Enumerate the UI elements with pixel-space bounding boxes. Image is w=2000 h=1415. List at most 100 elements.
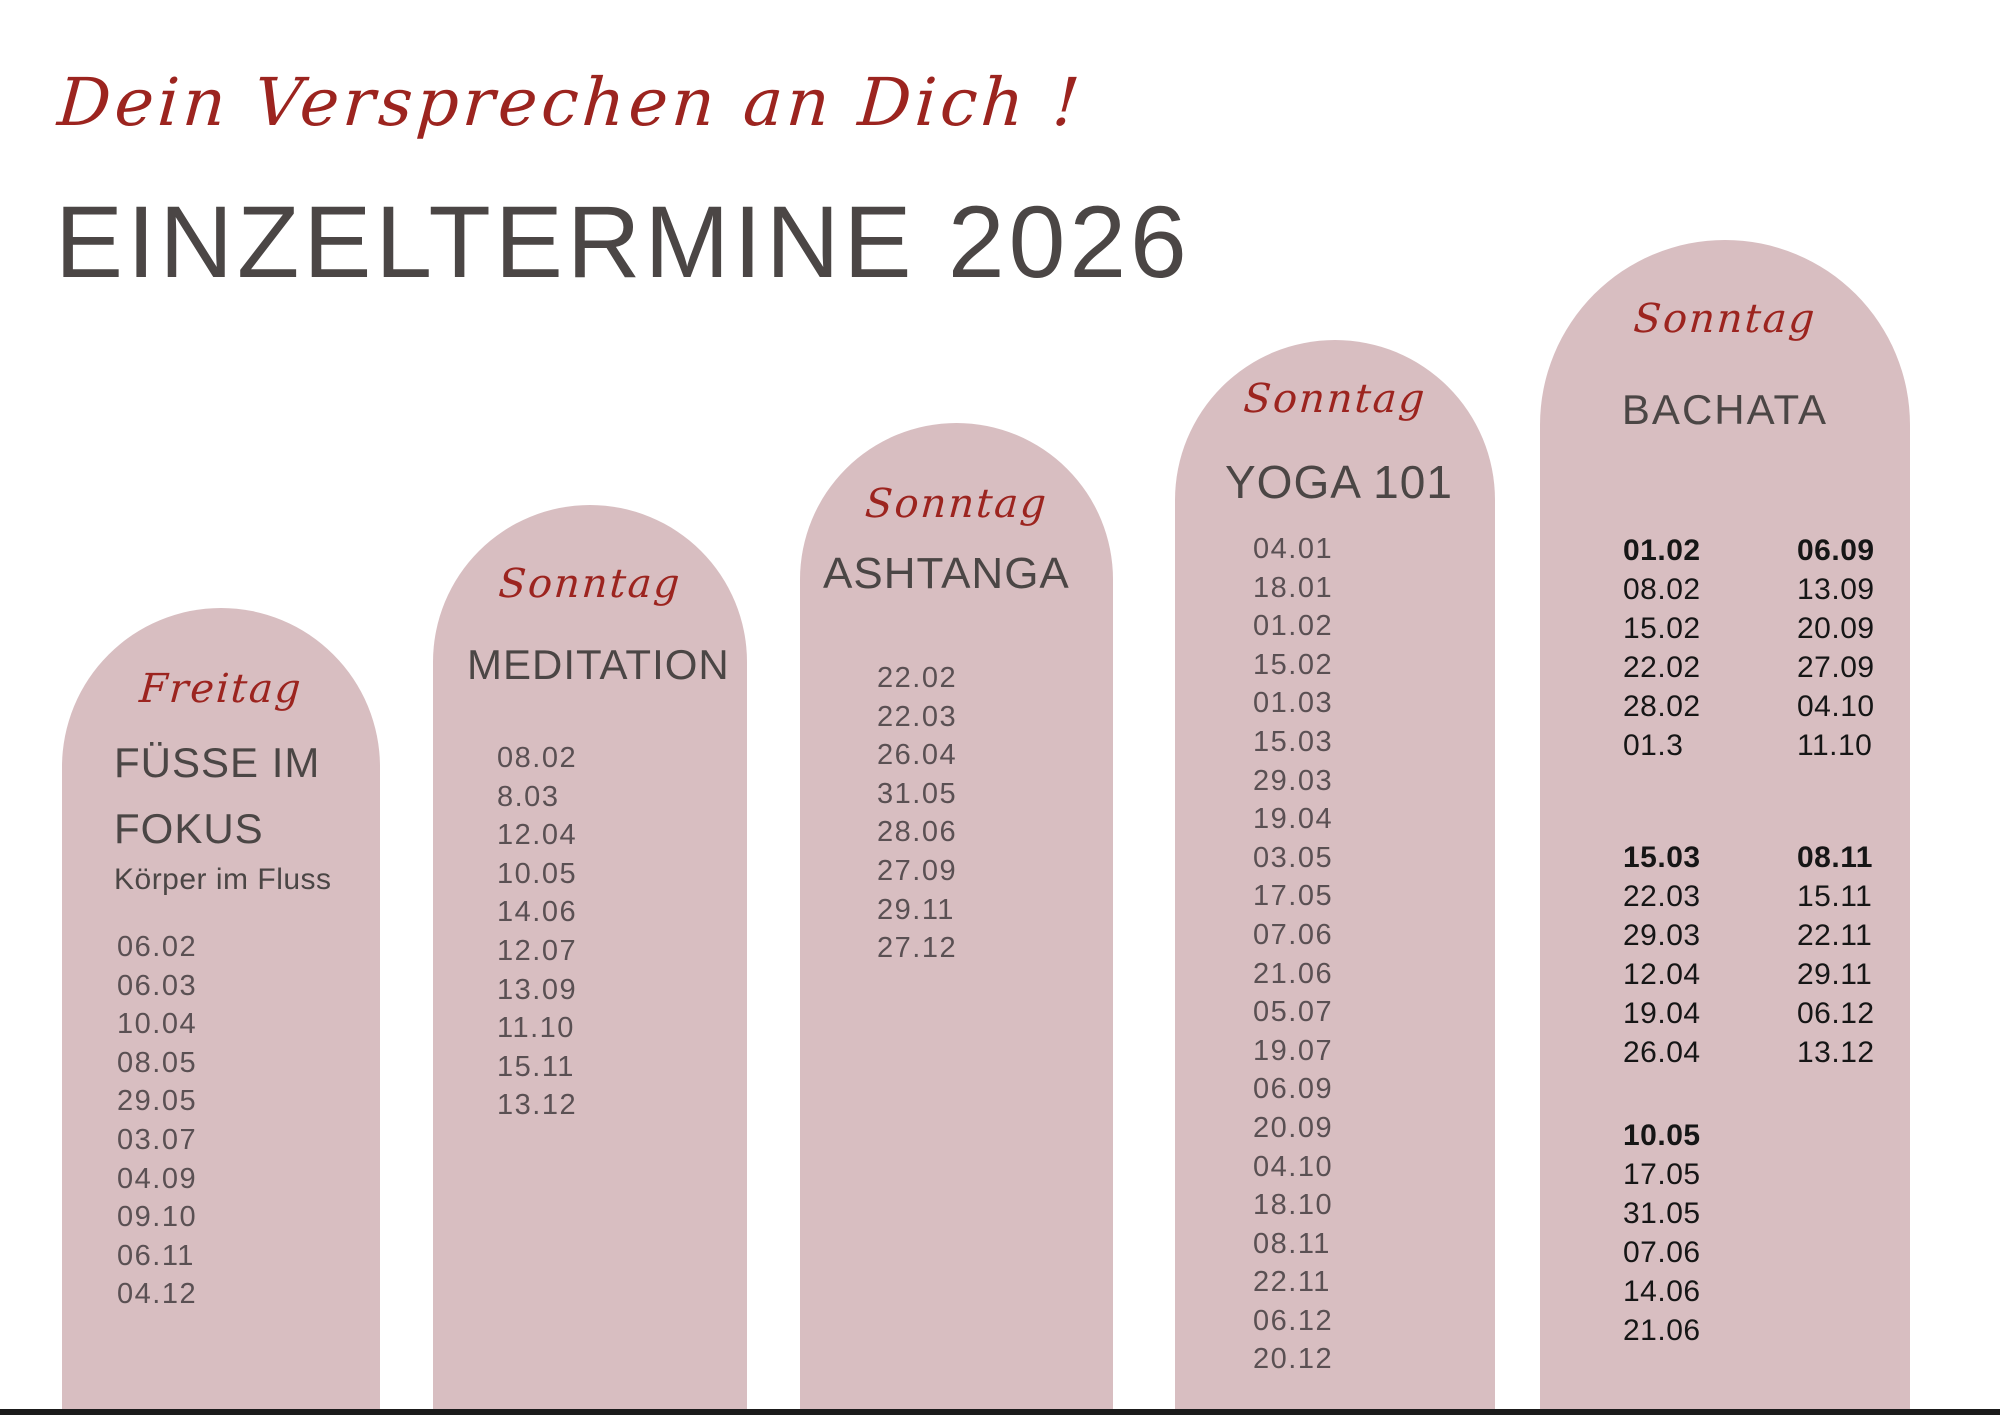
column-title: MEDITATION bbox=[467, 641, 730, 688]
date-list-right: 08.11 15.11 22.11 29.11 06.12 13.12 bbox=[1797, 838, 1875, 1072]
date-list-left: 10.05 17.05 31.05 07.06 14.06 21.06 bbox=[1623, 1116, 1797, 1350]
date-item: 28.06 bbox=[877, 816, 958, 849]
column-bachata: Sonntag BACHATA 01.02 08.02 15.02 22.02 28.0… bbox=[1540, 240, 1910, 1409]
date-item: 29.05 bbox=[117, 1085, 198, 1118]
date-item: 31.05 bbox=[1623, 1197, 1701, 1230]
date-item: 18.01 bbox=[1253, 571, 1334, 604]
date-item: 11.10 bbox=[497, 1012, 575, 1045]
date-item: 06.11 bbox=[117, 1239, 195, 1272]
date-item: 04.12 bbox=[117, 1278, 198, 1311]
date-item: 31.05 bbox=[877, 777, 958, 810]
date-item: 19.07 bbox=[1253, 1034, 1334, 1067]
day-label-sonntag: Sonntag bbox=[1632, 296, 1818, 342]
date-list: 06.02 06.03 10.04 08.05 29.05 03.07 04.09 09.10… bbox=[117, 928, 197, 1314]
date-list: 04.01 18.01 01.02 15.02 01.03 15.03 29.03 19.04… bbox=[1253, 530, 1333, 1379]
date-item: 09.10 bbox=[117, 1201, 198, 1234]
date-item: 22.02 bbox=[877, 662, 958, 694]
tagline-script-text: Dein Versprechen an Dich ! bbox=[55, 64, 1087, 141]
date-item: 04.10 bbox=[1253, 1150, 1334, 1183]
date-item: 13.09 bbox=[1797, 573, 1875, 606]
date-item: 06.12 bbox=[1253, 1304, 1334, 1337]
date-item: 15.03 bbox=[1623, 841, 1701, 874]
date-item: 22.11 bbox=[1797, 919, 1873, 952]
date-item: 11.10 bbox=[1797, 729, 1873, 762]
date-item: 07.06 bbox=[1623, 1236, 1701, 1269]
date-item: 27.09 bbox=[877, 854, 958, 887]
date-item: 06.12 bbox=[1797, 997, 1875, 1030]
date-item: 08.11 bbox=[1797, 841, 1873, 874]
date-item: 10.05 bbox=[1623, 1119, 1701, 1152]
date-list: 22.02 22.03 26.04 31.05 28.06 27.09 29.11 27.12 bbox=[877, 659, 957, 968]
date-item: 14.06 bbox=[497, 896, 578, 929]
day-label-sonntag: Sonntag bbox=[1242, 376, 1428, 422]
date-item: 01.3 bbox=[1623, 729, 1684, 762]
date-item: 17.05 bbox=[1623, 1158, 1701, 1191]
date-item: 27.09 bbox=[1797, 651, 1875, 684]
date-item: 21.06 bbox=[1623, 1314, 1701, 1347]
date-item: 12.04 bbox=[497, 819, 578, 852]
date-item: 22.02 bbox=[1623, 651, 1701, 684]
date-list-left: 15.03 22.03 29.03 12.04 19.04 26.04 bbox=[1623, 838, 1797, 1072]
date-item: 15.02 bbox=[1623, 612, 1701, 645]
day-label-sonntag: Sonntag bbox=[497, 561, 683, 607]
date-item: 29.11 bbox=[1797, 958, 1873, 991]
column-meditation: Sonntag MEDITATION 08.02 8.03 12.04 10.05 14… bbox=[433, 505, 747, 1409]
date-item: 04.09 bbox=[117, 1162, 198, 1195]
date-item: 20.09 bbox=[1253, 1111, 1334, 1144]
page-title: EINZELTERMINE 2026 bbox=[55, 185, 1191, 299]
column-title: YOGA 101 bbox=[1225, 456, 1453, 508]
column-title: BACHATA bbox=[1621, 386, 1829, 433]
date-item: 08.05 bbox=[117, 1046, 198, 1079]
date-item: 8.03 bbox=[497, 780, 560, 813]
date-group-3: 10.05 17.05 31.05 07.06 14.06 21.06 bbox=[1623, 1116, 1797, 1350]
date-item: 01.02 bbox=[1253, 610, 1334, 643]
column-yoga-101: Sonntag YOGA 101 04.01 18.01 01.02 15.02 01.… bbox=[1175, 340, 1495, 1409]
column-title: FÜSSE IM FOKUS bbox=[114, 730, 320, 862]
date-item: 22.03 bbox=[1623, 880, 1701, 913]
column-title-line2: FOKUS bbox=[114, 805, 264, 852]
date-item: 19.04 bbox=[1253, 803, 1334, 836]
date-item: 15.03 bbox=[1253, 725, 1334, 758]
date-item: 18.10 bbox=[1253, 1189, 1334, 1222]
date-item: 22.03 bbox=[877, 700, 958, 733]
column-title-line1: FÜSSE IM bbox=[114, 739, 321, 786]
column-ashtanga: Sonntag ASHTANGA 22.02 22.03 26.04 31.05 28.… bbox=[800, 423, 1113, 1409]
date-item: 12.04 bbox=[1623, 958, 1701, 991]
date-item: 08.02 bbox=[497, 742, 578, 774]
date-item: 10.05 bbox=[497, 857, 578, 890]
date-item: 13.12 bbox=[1797, 1036, 1875, 1069]
date-item: 29.03 bbox=[1253, 764, 1334, 797]
date-item: 22.11 bbox=[1253, 1266, 1331, 1299]
date-group-2: 15.03 22.03 29.03 12.04 19.04 26.04 08.11 15.1… bbox=[1623, 838, 1875, 1072]
date-item: 27.12 bbox=[877, 932, 958, 965]
date-item: 06.03 bbox=[117, 969, 198, 1002]
column-fuesse-im-fokus: Freitag FÜSSE IM FOKUS Körper im Fluss 06… bbox=[62, 608, 380, 1409]
date-item: 04.10 bbox=[1797, 690, 1875, 723]
date-list-left: 01.02 08.02 15.02 22.02 28.02 01.3 bbox=[1623, 531, 1797, 765]
date-item: 20.12 bbox=[1253, 1343, 1334, 1376]
date-item: 20.09 bbox=[1797, 612, 1875, 645]
date-list-right: 06.09 13.09 20.09 27.09 04.10 11.10 bbox=[1797, 531, 1875, 765]
date-item: 04.01 bbox=[1253, 533, 1334, 565]
date-item: 29.11 bbox=[877, 893, 955, 926]
date-item: 15.02 bbox=[1253, 648, 1334, 681]
date-item: 01.03 bbox=[1253, 687, 1334, 720]
date-item: 05.07 bbox=[1253, 996, 1334, 1029]
date-group-1: 01.02 08.02 15.02 22.02 28.02 01.3 06.09 13.09… bbox=[1623, 531, 1875, 765]
column-title: ASHTANGA bbox=[823, 549, 1070, 598]
date-item: 06.09 bbox=[1253, 1073, 1334, 1106]
day-label-sonntag: Sonntag bbox=[863, 481, 1050, 527]
date-item: 03.05 bbox=[1253, 841, 1334, 874]
date-item: 01.02 bbox=[1623, 534, 1701, 567]
date-item: 03.07 bbox=[117, 1123, 198, 1156]
date-item: 28.02 bbox=[1623, 690, 1701, 723]
date-item: 21.06 bbox=[1253, 957, 1334, 990]
date-item: 07.06 bbox=[1253, 918, 1334, 951]
date-item: 26.04 bbox=[1623, 1036, 1701, 1069]
date-item: 29.03 bbox=[1623, 919, 1701, 952]
date-item: 06.09 bbox=[1797, 534, 1875, 567]
date-item: 08.02 bbox=[1623, 573, 1701, 606]
date-item: 08.11 bbox=[1253, 1227, 1331, 1260]
date-item: 15.11 bbox=[1797, 880, 1873, 913]
